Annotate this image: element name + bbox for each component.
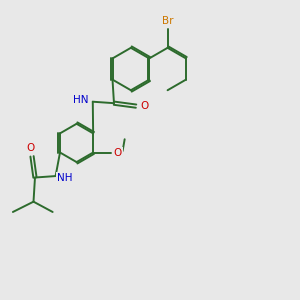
Text: NH: NH: [57, 173, 72, 183]
Text: O: O: [26, 143, 35, 153]
Text: HN: HN: [73, 95, 89, 105]
Text: O: O: [140, 101, 148, 111]
Text: O: O: [114, 148, 122, 158]
Text: Br: Br: [162, 16, 173, 26]
